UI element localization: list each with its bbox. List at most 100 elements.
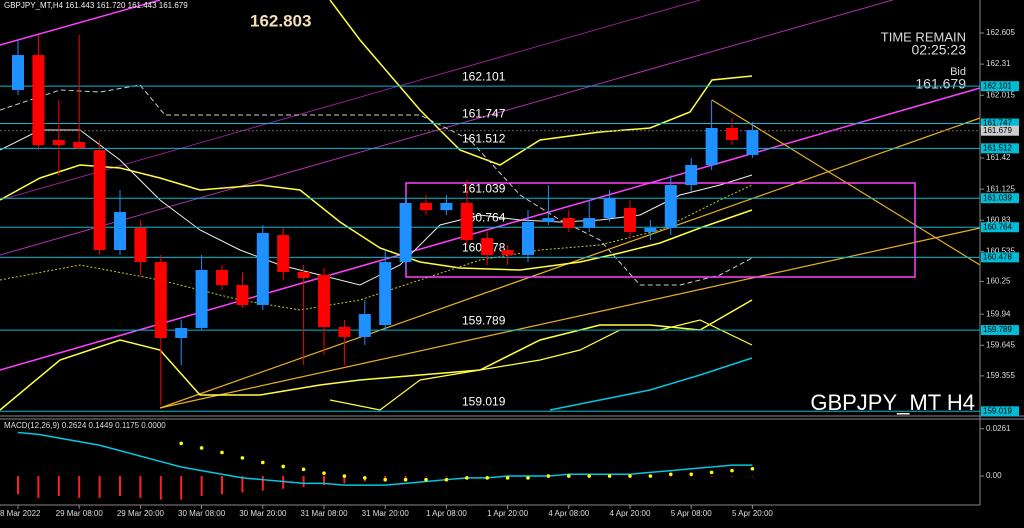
x-tick-label: 5 Apr 08:00 [671, 509, 712, 518]
macd-dot [587, 474, 591, 478]
bid-label: Bid [950, 66, 966, 78]
level-label: 159.789 [462, 313, 506, 327]
candle-body [32, 55, 45, 146]
candle-body [134, 227, 147, 263]
macd-bar [139, 476, 142, 498]
macd-bar [751, 476, 754, 477]
macd-dot [261, 460, 265, 465]
bid-box-label: 161.679 [983, 126, 1012, 135]
candle-body [583, 218, 596, 228]
candle-body [481, 237, 494, 255]
macd-bar [384, 476, 387, 480]
candle-body [746, 129, 759, 155]
macd-bar [37, 476, 40, 498]
candle-body [12, 55, 24, 90]
y-tick-label: 160.535 [986, 246, 1015, 255]
candle-body [460, 202, 473, 240]
level-box-label: 160.764 [983, 222, 1012, 231]
macd-dot [546, 474, 551, 478]
macd-dot [526, 476, 530, 480]
band-line [329, 319, 753, 411]
y-tick-label: 159.645 [986, 340, 1015, 349]
candle-body [501, 250, 514, 255]
candle-body [705, 127, 718, 165]
x-tick-label: 30 Mar 08:00 [178, 509, 226, 518]
candle-body [522, 221, 534, 255]
time-remain: 02:25:23 [912, 42, 967, 58]
macd-bar [690, 476, 693, 477]
macd-dot [750, 467, 755, 471]
macd-title: MACD(12,26,9) 0.2624 0.1449 0.1175 0.000… [4, 421, 166, 430]
level-label: 160.764 [462, 210, 506, 224]
x-tick-label: 4 Apr 08:00 [548, 509, 589, 518]
high-label: 162.803 [250, 11, 311, 30]
level-box-label: 159.019 [983, 406, 1012, 415]
candle-body [236, 285, 249, 305]
candle-body [195, 269, 208, 328]
y-tick-label: 162.31 [986, 59, 1011, 68]
macd-dot [199, 446, 204, 450]
channel-line [0, 0, 161, 46]
macd-dot [363, 476, 367, 480]
macd-bar [241, 476, 244, 493]
macd-bar [78, 476, 81, 498]
macd-dot [424, 477, 428, 482]
level-label: 161.512 [462, 131, 506, 145]
macd-bar [200, 476, 203, 497]
macd-dot [342, 474, 347, 478]
candle-body [358, 314, 371, 337]
y-tick-label: 159.94 [986, 309, 1011, 318]
macd-dot [607, 474, 612, 478]
level-box [981, 325, 1019, 336]
macd-dot [383, 477, 388, 482]
candle-body [277, 235, 290, 272]
dashed-line [0, 84, 753, 286]
x-tick-label: 28 Mar 2022 [0, 509, 41, 518]
macd-bar [425, 476, 427, 477]
candle-body [603, 198, 616, 219]
macd-dot [220, 450, 224, 455]
level-box-label: 160.478 [983, 253, 1012, 262]
level-box [981, 222, 1019, 233]
x-tick-label: 31 Mar 20:00 [362, 509, 410, 518]
macd-dot [465, 476, 469, 480]
bid: 161.679 [915, 76, 966, 92]
x-tick-label: 5 Apr 20:00 [732, 509, 773, 518]
signal-line [17, 431, 753, 486]
macd-dot [505, 476, 510, 480]
macd-dot [628, 474, 632, 478]
macd-bar [57, 476, 60, 497]
macd-dot [485, 476, 490, 480]
level-box-label: 161.747 [983, 119, 1012, 128]
time-remain-label: TIME REMAIN [881, 29, 966, 44]
candle-body [624, 208, 636, 232]
x-tick-label: 1 Apr 08:00 [426, 509, 467, 518]
x-tick-label: 4 Apr 20:00 [610, 509, 651, 518]
candle-body [114, 212, 126, 251]
macd-bar [261, 476, 264, 491]
candle-body [318, 275, 330, 328]
macd-bar [98, 476, 101, 498]
y-tick-label: 0.0261 [986, 424, 1011, 433]
level-box-label: 161.512 [983, 143, 1012, 152]
y-tick-label: 160.83 [986, 215, 1011, 224]
macd-bar [159, 476, 162, 500]
level-label: 161.039 [462, 181, 506, 195]
macd-dot [444, 477, 449, 482]
macd-bar [282, 476, 285, 489]
candle-body [399, 202, 412, 263]
macd-dot [648, 474, 653, 478]
band-line [0, 164, 753, 271]
watermark: GBPJPY_MT H4 [810, 390, 975, 415]
candle-body [685, 164, 698, 186]
y-tick-label: 0.00 [986, 471, 1002, 480]
candle-body [644, 227, 657, 232]
y-tick-label: 162.605 [986, 28, 1015, 37]
x-tick-label: 1 Apr 20:00 [487, 509, 528, 518]
level-box-label: 161.039 [983, 193, 1012, 202]
dotted-line [0, 184, 753, 311]
y-tick-label: 161.125 [986, 184, 1015, 193]
